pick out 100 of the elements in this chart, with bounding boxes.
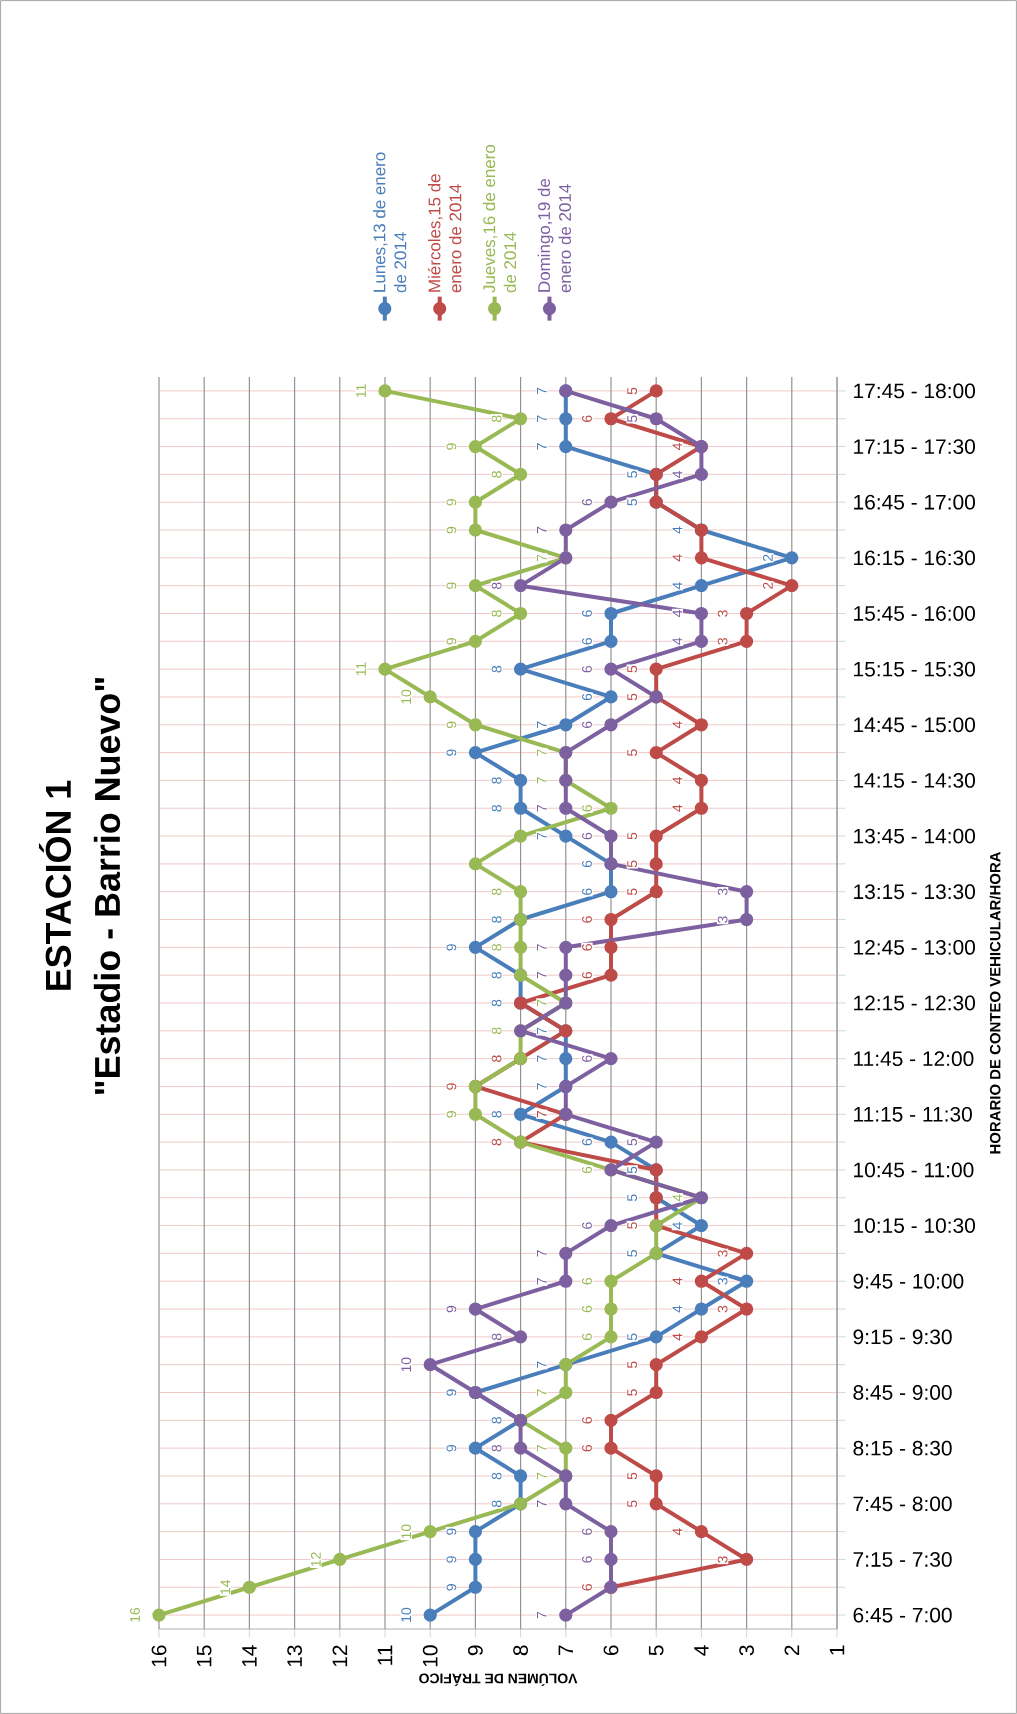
data-label: 6 — [582, 1444, 592, 1452]
data-label: 4 — [672, 1305, 683, 1313]
data-label: 6 — [582, 721, 592, 728]
data-label: 6 — [582, 610, 592, 617]
data-label: 11 — [356, 662, 366, 676]
data-label: 10 — [401, 689, 412, 704]
y-tick-label: 11:15 - 11:30 — [854, 1106, 972, 1122]
data-label: 3 — [717, 916, 728, 923]
y-tick-label: 16:45 - 17:00 — [854, 494, 975, 510]
text: Lunes,13 de enero de 2014 — [372, 152, 407, 293]
data-label: 5 — [627, 693, 638, 701]
data-label: 8 — [491, 1333, 502, 1341]
data-label: 9 — [446, 721, 457, 728]
x-tick-label: 13 — [287, 1645, 303, 1667]
data-label: 8 — [491, 1417, 502, 1424]
y-tick-label: 8:15 - 8:30 — [853, 1440, 952, 1456]
data-label: 5 — [627, 1389, 638, 1396]
data-label: 9 — [446, 1528, 457, 1535]
y-tick-label: 7:15 - 7:30 — [853, 1552, 952, 1567]
x-tick-label: 12 — [332, 1645, 348, 1667]
data-label: 6 — [582, 1166, 592, 1174]
x-tick-label: 15 — [196, 1645, 212, 1667]
data-label: 6 — [582, 1055, 592, 1062]
data-label: 8 — [491, 1055, 502, 1062]
data-label: 8 — [491, 1111, 502, 1118]
data-label: 7 — [537, 554, 547, 561]
y-tick-label: 11:45 - 12:00 — [854, 1051, 974, 1067]
data-label: 9 — [446, 1111, 457, 1118]
x-tick-label: 7 — [558, 1645, 573, 1656]
data-label: 7 — [537, 1027, 547, 1034]
data-label: 9 — [446, 1584, 457, 1591]
data-label: 5 — [627, 665, 638, 673]
data-label: 4 — [672, 1277, 683, 1285]
data-label: 7 — [537, 1361, 547, 1368]
data-label: 3 — [717, 1250, 728, 1257]
data-label: 2 — [762, 554, 773, 562]
data-label: 5 — [627, 415, 638, 423]
data-label: 8 — [491, 971, 502, 979]
data-label: 4 — [672, 637, 683, 645]
data-label: 9 — [446, 1556, 457, 1563]
data-label: 8 — [491, 1027, 502, 1035]
x-tick-label: 2 — [784, 1645, 800, 1656]
data-label: 6 — [582, 1333, 592, 1341]
y-tick-label: 17:15 - 17:30 — [854, 439, 975, 454]
data-label: 8 — [491, 1444, 502, 1452]
x-tick-label: 1 — [829, 1645, 845, 1655]
data-label: 6 — [582, 1138, 592, 1146]
text: Miércoles,15 de enero de 2014 — [427, 174, 462, 293]
text: "Estadio - Barrio Nuevo" — [93, 678, 121, 1094]
data-label: 5 — [627, 1333, 638, 1341]
data-label: 7 — [537, 1472, 547, 1480]
data-label: 7 — [537, 749, 547, 756]
data-label: 4 — [672, 721, 683, 729]
data-label: 9 — [446, 526, 457, 534]
data-label: 7 — [537, 526, 547, 534]
data-label: 2 — [762, 582, 773, 589]
data-label: 6 — [582, 971, 592, 979]
data-label: 9 — [446, 1389, 457, 1396]
data-label: 7 — [537, 1278, 547, 1285]
data-label: 5 — [627, 860, 638, 868]
data-label: 5 — [627, 471, 638, 478]
y-tick-label: 12:45 - 13:00 — [854, 939, 975, 955]
data-label: 5 — [627, 749, 638, 756]
data-label: 6 — [582, 1417, 592, 1424]
text: ESTACIÓN 1 — [38, 780, 72, 990]
y-tick-label: 13:15 - 13:30 — [854, 884, 975, 900]
data-label: 3 — [717, 610, 728, 617]
data-label: 8 — [491, 916, 502, 923]
data-label: 9 — [446, 638, 457, 645]
data-label: 7 — [537, 1250, 547, 1257]
y-tick-label: 10:45 - 11:00 — [854, 1162, 974, 1178]
data-label: 4 — [672, 470, 683, 478]
data-label: 14 — [220, 1579, 231, 1594]
data-label: 7 — [537, 1500, 547, 1507]
data-label: 12 — [310, 1552, 321, 1567]
data-label: 10 — [401, 1524, 412, 1539]
y-axis-title: HORARIO DE CONTEO VEHICULAR/HORA — [989, 851, 1001, 1154]
data-label: 8 — [491, 804, 502, 812]
data-label: 4 — [672, 1333, 683, 1341]
data-label: 8 — [491, 1500, 502, 1508]
x-tick-label: 4 — [694, 1645, 709, 1656]
data-label: 3 — [717, 1277, 728, 1285]
x-tick-label: 10 — [422, 1645, 438, 1667]
x-tick-label: 8 — [513, 1645, 529, 1656]
data-label: 8 — [491, 999, 502, 1007]
data-label: 7 — [537, 999, 547, 1007]
data-label: 7 — [537, 1444, 547, 1452]
data-label: 7 — [537, 1111, 547, 1118]
data-label: 7 — [537, 1055, 547, 1062]
y-tick-label: 16:15 - 16:30 — [854, 550, 975, 566]
data-label: 5 — [627, 387, 638, 395]
data-label: 8 — [491, 610, 502, 617]
data-label: 5 — [627, 1361, 638, 1368]
data-label: 7 — [537, 1611, 547, 1619]
data-label: 6 — [582, 1556, 592, 1563]
y-tick-label: 14:45 - 15:00 — [854, 717, 975, 733]
data-label: 9 — [446, 1444, 457, 1452]
data-label: 7 — [537, 387, 547, 395]
data-label: 4 — [672, 554, 683, 562]
data-label: 7 — [537, 944, 547, 951]
